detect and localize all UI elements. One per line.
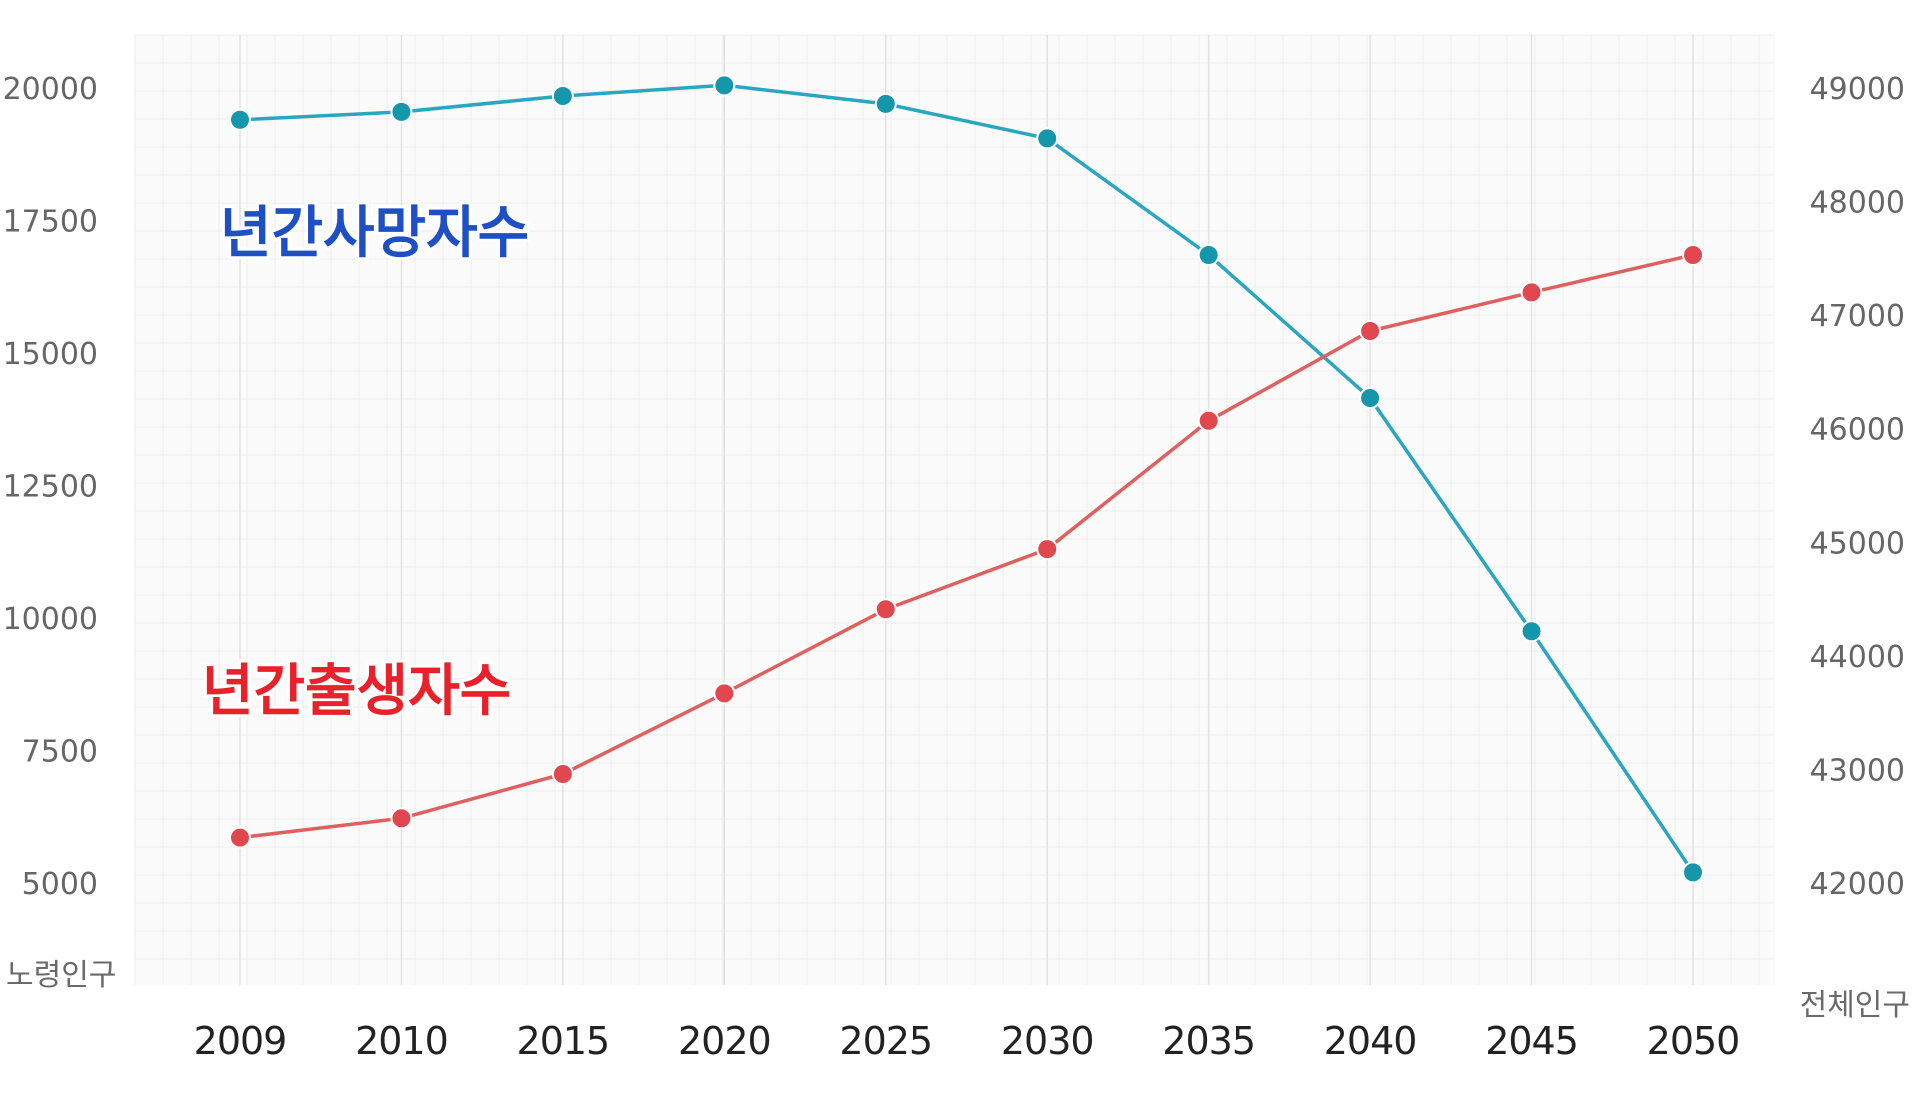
series-line-births bbox=[238, 253, 1695, 840]
right-tick-label: 45000 bbox=[1810, 526, 1905, 561]
data-point-births bbox=[1197, 409, 1220, 432]
data-point-deaths bbox=[1520, 620, 1543, 643]
x-tick-label: 2009 bbox=[194, 1019, 287, 1063]
data-point-births bbox=[551, 762, 574, 785]
x-tick-label: 2040 bbox=[1324, 1019, 1417, 1063]
data-point-births bbox=[229, 826, 251, 849]
x-tick-label: 2030 bbox=[1001, 1019, 1094, 1063]
x-tick-label: 2010 bbox=[355, 1019, 448, 1063]
data-point-births bbox=[1520, 281, 1543, 304]
data-point-deaths bbox=[390, 100, 413, 123]
series-line-deaths bbox=[238, 83, 1695, 875]
x-tick-label: 2020 bbox=[678, 1019, 771, 1063]
left-tick-label: 5000 bbox=[22, 867, 98, 902]
x-tick-label: 2045 bbox=[1485, 1019, 1578, 1063]
right-tick-label: 48000 bbox=[1810, 186, 1905, 221]
left-tick-label: 17500 bbox=[3, 205, 98, 240]
left-tick-label: 7500 bbox=[22, 735, 98, 770]
left-tick-label: 12500 bbox=[3, 470, 98, 505]
right-axis-label: 전체인구 bbox=[1800, 988, 1910, 1023]
right-tick-label: 47000 bbox=[1810, 299, 1905, 334]
data-point-births bbox=[1682, 243, 1704, 266]
left-tick-label: 15000 bbox=[3, 337, 98, 372]
series-label-deaths: 년간사망자수 bbox=[220, 201, 529, 266]
data-point-deaths bbox=[1682, 861, 1704, 884]
data-point-deaths bbox=[229, 108, 251, 131]
plot-background bbox=[135, 35, 1775, 985]
x-tick-label: 2050 bbox=[1647, 1019, 1740, 1063]
right-tick-label: 44000 bbox=[1810, 640, 1905, 675]
data-point-deaths bbox=[551, 84, 574, 107]
data-point-deaths bbox=[713, 74, 736, 97]
right-tick-label: 42000 bbox=[1810, 867, 1905, 902]
data-point-deaths bbox=[1036, 127, 1059, 150]
series-label-births: 년간출생자수 bbox=[202, 659, 511, 724]
data-point-deaths bbox=[1359, 387, 1382, 410]
data-point-deaths bbox=[874, 92, 897, 115]
x-tick-label: 2025 bbox=[839, 1019, 932, 1063]
series-lines bbox=[238, 83, 1695, 875]
right-tick-label: 43000 bbox=[1810, 753, 1905, 788]
data-point-births bbox=[874, 598, 897, 621]
data-point-births bbox=[390, 807, 413, 830]
right-tick-label: 46000 bbox=[1810, 413, 1905, 448]
x-axis-ticks: 2009 2010 2015 2020 2025 2030 2035 2040 2045 2050 bbox=[194, 1019, 1741, 1063]
right-tick-label: 49000 bbox=[1810, 72, 1905, 107]
left-axis-label: 노령인구 bbox=[6, 958, 116, 993]
left-tick-label: 20000 bbox=[3, 72, 98, 107]
series-points bbox=[229, 74, 1704, 884]
data-point-births bbox=[1036, 538, 1059, 561]
x-tick-label: 2015 bbox=[517, 1019, 610, 1063]
left-axis-ticks: 5000 7500 10000 12500 15000 17500 20000 bbox=[3, 72, 98, 902]
data-point-deaths bbox=[1197, 243, 1220, 266]
data-point-births bbox=[1359, 320, 1382, 343]
left-tick-label: 10000 bbox=[3, 602, 98, 637]
data-point-births bbox=[713, 682, 736, 705]
x-tick-label: 2035 bbox=[1162, 1019, 1255, 1063]
right-axis-ticks: 42000 43000 44000 45000 46000 47000 48000 49000 bbox=[1810, 72, 1905, 902]
